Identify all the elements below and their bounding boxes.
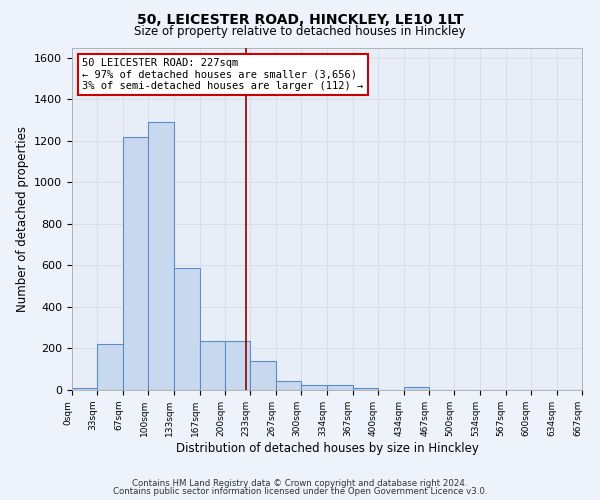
Text: 50 LEICESTER ROAD: 227sqm
← 97% of detached houses are smaller (3,656)
3% of sem: 50 LEICESTER ROAD: 227sqm ← 97% of detac… — [82, 58, 364, 91]
Bar — [250, 361, 276, 390]
Bar — [353, 388, 378, 390]
Y-axis label: Number of detached properties: Number of detached properties — [16, 126, 29, 312]
Bar — [148, 122, 173, 390]
Text: Contains HM Land Registry data © Crown copyright and database right 2024.: Contains HM Land Registry data © Crown c… — [132, 478, 468, 488]
Bar — [404, 387, 429, 390]
Bar — [97, 344, 123, 390]
X-axis label: Distribution of detached houses by size in Hinckley: Distribution of detached houses by size … — [176, 442, 478, 454]
Bar — [225, 341, 250, 390]
Bar — [123, 137, 148, 390]
Bar — [72, 388, 97, 390]
Bar — [328, 385, 353, 390]
Bar — [276, 380, 301, 390]
Text: 50, LEICESTER ROAD, HINCKLEY, LE10 1LT: 50, LEICESTER ROAD, HINCKLEY, LE10 1LT — [137, 12, 463, 26]
Bar — [200, 341, 225, 390]
Bar — [173, 268, 200, 390]
Text: Contains public sector information licensed under the Open Government Licence v3: Contains public sector information licen… — [113, 487, 487, 496]
Text: Size of property relative to detached houses in Hinckley: Size of property relative to detached ho… — [134, 25, 466, 38]
Bar — [301, 385, 328, 390]
